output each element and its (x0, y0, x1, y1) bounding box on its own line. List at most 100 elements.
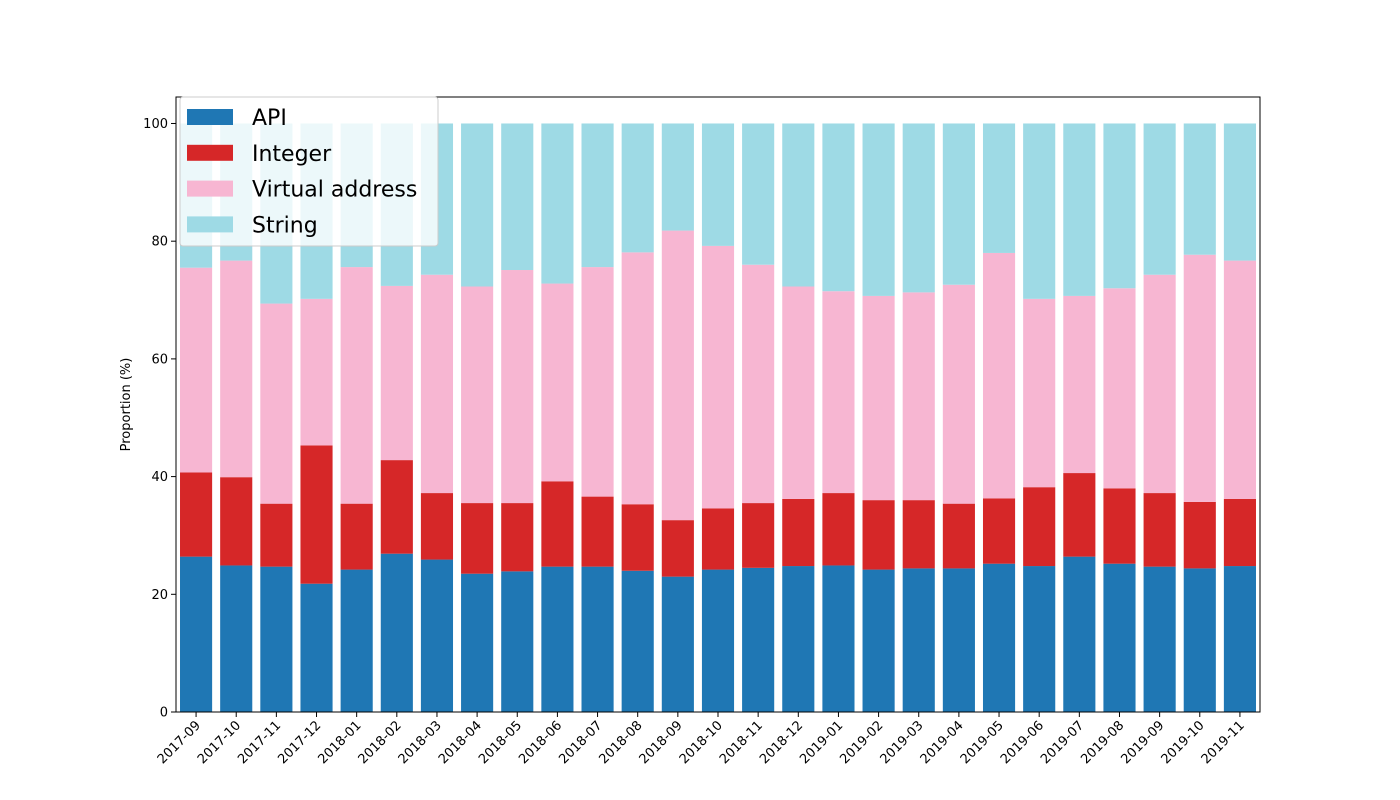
y-tick-label: 60 (151, 352, 168, 367)
bar-string-2019-09 (1143, 123, 1176, 275)
bar-virtual-address-2017-11 (260, 303, 293, 504)
legend-swatch-api (187, 109, 233, 125)
bar-integer-2019-03 (902, 500, 935, 569)
bar-integer-2019-04 (942, 503, 975, 569)
bar-integer-2018-09 (661, 520, 694, 577)
bar-integer-2018-03 (420, 493, 454, 560)
legend-label-string: String (252, 213, 318, 238)
bar-virtual-address-2018-12 (782, 286, 815, 499)
legend-label-virtual-address: Virtual address (252, 178, 417, 203)
bar-api-2019-02 (862, 569, 895, 712)
bar-integer-2019-01 (822, 493, 855, 566)
bar-virtual-address-2017-09 (180, 267, 213, 473)
bar-virtual-address-2018-09 (661, 230, 694, 521)
bar-string-2018-05 (501, 123, 534, 271)
legend-swatch-integer (187, 144, 233, 161)
bar-virtual-address-2019-04 (942, 284, 975, 504)
bar-virtual-address-2019-10 (1183, 254, 1216, 502)
bar-integer-2018-07 (581, 496, 614, 567)
bar-integer-2018-06 (541, 481, 574, 567)
bar-integer-2017-12 (300, 445, 333, 584)
bar-integer-2017-09 (180, 472, 213, 557)
bar-virtual-address-2019-01 (822, 291, 855, 494)
bar-string-2019-02 (862, 123, 895, 296)
y-tick-label: 40 (151, 470, 168, 485)
bar-api-2018-01 (340, 569, 373, 712)
bar-api-2017-09 (180, 556, 213, 712)
bar-api-2018-03 (420, 559, 454, 712)
bar-api-2019-07 (1063, 556, 1096, 712)
y-axis-label: Proportion (%) (119, 358, 134, 452)
bar-api-2019-04 (942, 568, 975, 712)
bar-virtual-address-2018-07 (581, 267, 614, 497)
y-axis: 0 20 40 60 80 100 (143, 117, 176, 721)
bar-virtual-address-2019-07 (1063, 295, 1096, 474)
bar-api-2019-05 (982, 563, 1016, 712)
bar-virtual-address-2018-10 (701, 245, 735, 509)
bar-api-2017-12 (300, 583, 333, 712)
bar-virtual-address-2017-10 (220, 260, 253, 478)
bar-string-2019-03 (902, 123, 935, 293)
bar-api-2019-10 (1183, 568, 1216, 712)
bar-integer-2018-04 (461, 503, 494, 574)
bar-string-2018-11 (742, 123, 775, 265)
bar-api-2019-08 (1103, 563, 1136, 712)
bar-api-2018-06 (541, 566, 574, 712)
bar-api-2018-02 (380, 553, 413, 712)
bar-virtual-address-2019-11 (1223, 260, 1256, 499)
bar-api-2018-10 (701, 569, 735, 712)
legend-swatch-virtual-address (187, 180, 233, 197)
bar-integer-2019-07 (1063, 473, 1096, 557)
bar-virtual-address-2018-01 (340, 267, 373, 504)
bar-api-2018-09 (661, 576, 694, 712)
bar-integer-2018-05 (501, 503, 534, 572)
bar-api-2018-07 (581, 566, 614, 712)
bar-string-2018-07 (581, 123, 614, 268)
bar-api-2018-05 (501, 571, 534, 712)
bar-integer-2018-11 (742, 503, 775, 568)
bar-integer-2017-10 (220, 477, 253, 566)
bar-api-2017-11 (260, 566, 293, 712)
bar-api-2018-04 (461, 573, 494, 712)
bar-string-2019-08 (1103, 123, 1136, 289)
legend-box (179, 96, 439, 247)
bar-virtual-address-2018-04 (461, 286, 494, 504)
bar-integer-2019-06 (1023, 487, 1056, 567)
bar-integer-2018-01 (340, 503, 373, 570)
bar-string-2019-01 (822, 123, 855, 292)
bar-virtual-address-2018-02 (380, 285, 413, 461)
bar-virtual-address-2019-02 (862, 295, 895, 501)
bar-integer-2019-05 (982, 498, 1016, 564)
bar-api-2019-01 (822, 565, 855, 712)
bar-api-2019-03 (902, 568, 935, 712)
bar-api-2019-11 (1223, 566, 1256, 712)
y-tick-label: 0 (160, 706, 168, 721)
bar-api-2017-10 (220, 565, 253, 712)
bar-integer-2019-02 (862, 500, 895, 570)
bar-virtual-address-2019-05 (982, 252, 1016, 499)
bar-integer-2018-12 (782, 498, 815, 567)
bar-string-2018-06 (541, 123, 574, 284)
bar-virtual-address-2019-08 (1103, 288, 1136, 489)
bar-virtual-address-2018-05 (501, 270, 534, 504)
bar-api-2019-06 (1023, 566, 1056, 712)
bar-integer-2017-11 (260, 503, 293, 567)
legend-label-api: API (252, 106, 287, 131)
bar-integer-2018-08 (621, 504, 654, 571)
bar-integer-2019-08 (1103, 488, 1136, 564)
legend-label-integer: Integer (252, 142, 332, 167)
legend: API Integer Virtual address String (179, 96, 439, 247)
bars-group (180, 123, 1256, 712)
bar-api-2018-12 (782, 566, 815, 712)
y-tick-label: 20 (151, 588, 168, 603)
bar-string-2019-11 (1223, 123, 1256, 261)
bar-string-2018-09 (661, 123, 694, 231)
bar-integer-2019-11 (1223, 498, 1256, 567)
bar-string-2018-08 (621, 123, 654, 253)
bar-api-2018-08 (621, 570, 654, 712)
y-tick-label: 100 (143, 117, 168, 132)
bar-string-2018-12 (782, 123, 815, 287)
legend-swatch-string (187, 216, 233, 233)
bar-virtual-address-2018-06 (541, 283, 574, 482)
